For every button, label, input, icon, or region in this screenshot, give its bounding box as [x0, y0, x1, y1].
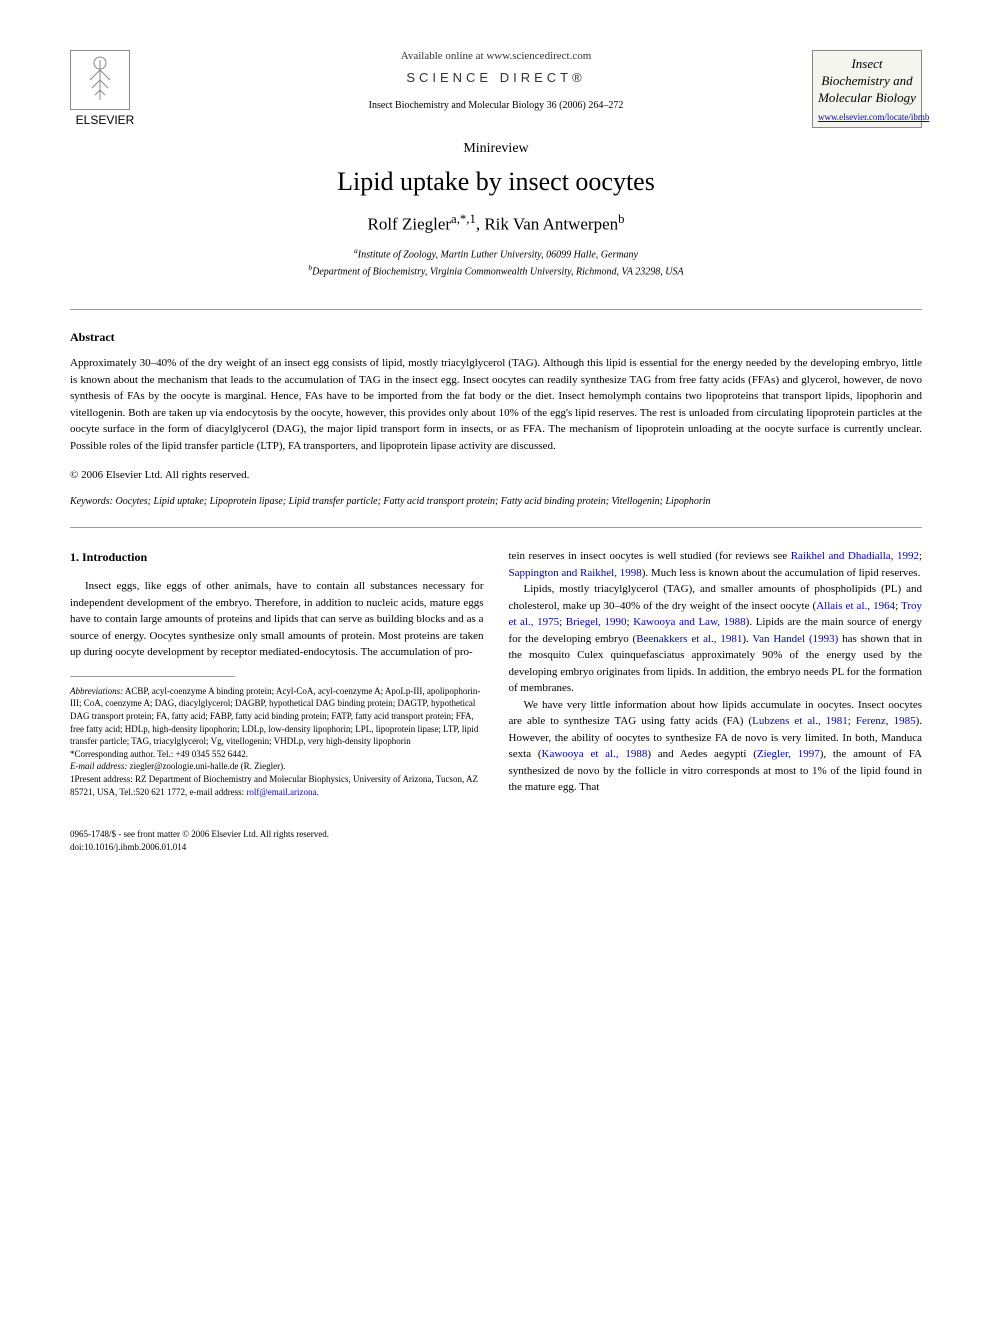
- abbreviations-footnote: Abbreviations: ACBP, acyl-coenzyme A bin…: [70, 685, 484, 748]
- reference-link[interactable]: Kawooya and Law, 1988: [633, 616, 745, 628]
- issn-line: 0965-1748/$ - see front matter © 2006 El…: [70, 828, 922, 841]
- affiliation-a: aInstitute of Zoology, Martin Luther Uni…: [70, 245, 922, 262]
- present-address: 1Present address: RZ Department of Bioch…: [70, 773, 484, 798]
- corresponding-author: *Corresponding author. Tel.: +49 0345 55…: [70, 748, 484, 761]
- divider: [70, 309, 922, 310]
- elsevier-tree-icon: [70, 50, 130, 110]
- email-footnote: E-mail address: ziegler@zoologie.uni-hal…: [70, 760, 484, 773]
- paragraph: Insect eggs, like eggs of other animals,…: [70, 578, 484, 661]
- reference-link[interactable]: Kawooya et al., 1988: [542, 748, 648, 760]
- abbreviations-text: ACBP, acyl-coenzyme A binding protein; A…: [70, 686, 480, 746]
- keywords-list: Oocytes; Lipid uptake; Lipoprotein lipas…: [115, 496, 710, 507]
- footer: 0965-1748/$ - see front matter © 2006 El…: [70, 828, 922, 853]
- reference-link[interactable]: Briegel, 1990: [566, 616, 627, 628]
- reference-link[interactable]: Lubzens et al., 1981: [752, 715, 848, 727]
- email-label: E-mail address:: [70, 761, 127, 771]
- left-column: 1. Introduction Insect eggs, like eggs o…: [70, 548, 484, 798]
- keywords: Keywords: Oocytes; Lipid uptake; Lipopro…: [70, 496, 922, 507]
- right-column: tein reserves in insect oocytes is well …: [509, 548, 923, 798]
- journal-url-link[interactable]: www.elsevier.com/locate/ibmb: [818, 112, 916, 122]
- section-heading: 1. Introduction: [70, 548, 484, 566]
- doi-line: doi:10.1016/j.ibmb.2006.01.014: [70, 841, 922, 854]
- reference-link[interactable]: Allais et al., 1964: [816, 600, 895, 612]
- affiliation-b: bDepartment of Biochemistry, Virginia Co…: [70, 262, 922, 279]
- article-title: Lipid uptake by insect oocytes: [70, 167, 922, 197]
- divider: [70, 527, 922, 528]
- body-columns: 1. Introduction Insect eggs, like eggs o…: [70, 548, 922, 798]
- paragraph: We have very little information about ho…: [509, 697, 923, 796]
- publisher-name: ELSEVIER: [70, 113, 140, 127]
- reference-link[interactable]: Ferenz, 1985: [856, 715, 916, 727]
- reference-link[interactable]: Van Handel (1993): [752, 633, 838, 645]
- citation-line: Insect Biochemistry and Molecular Biolog…: [70, 100, 922, 111]
- article-type: Minireview: [70, 141, 922, 157]
- affiliations: aInstitute of Zoology, Martin Luther Uni…: [70, 245, 922, 280]
- journal-title: Insect Biochemistry and Molecular Biolog…: [818, 56, 916, 107]
- available-online-text: Available online at www.sciencedirect.co…: [70, 50, 922, 62]
- abstract-heading: Abstract: [70, 330, 922, 345]
- reference-link[interactable]: Ziegler, 1997: [757, 748, 820, 760]
- journal-box: Insect Biochemistry and Molecular Biolog…: [812, 50, 922, 128]
- publisher-logo: ELSEVIER: [70, 50, 140, 127]
- science-direct-logo: SCIENCE DIRECT®: [70, 70, 922, 85]
- keywords-label: Keywords:: [70, 496, 113, 507]
- paragraph: Lipids, mostly triacylglycerol (TAG), an…: [509, 581, 923, 697]
- abbreviations-label: Abbreviations:: [70, 686, 123, 696]
- reference-link[interactable]: Sappington and Raikhel, 1998: [509, 567, 642, 579]
- present-email-link[interactable]: rolf@email.arizona.: [246, 787, 318, 797]
- header: ELSEVIER Insect Biochemistry and Molecul…: [70, 50, 922, 111]
- reference-link[interactable]: Beenakkers et al., 1981: [636, 633, 742, 645]
- authors: Rolf Zieglera,*,1, Rik Van Antwerpenb: [70, 212, 922, 235]
- abstract-text: Approximately 30–40% of the dry weight o…: [70, 355, 922, 454]
- copyright: © 2006 Elsevier Ltd. All rights reserved…: [70, 469, 922, 481]
- paragraph: tein reserves in insect oocytes is well …: [509, 548, 923, 581]
- email-value: ziegler@zoologie.uni-halle.de (R. Ziegle…: [130, 761, 286, 771]
- reference-link[interactable]: Raikhel and Dhadialla, 1992: [791, 550, 919, 562]
- footnote-divider: [70, 676, 235, 677]
